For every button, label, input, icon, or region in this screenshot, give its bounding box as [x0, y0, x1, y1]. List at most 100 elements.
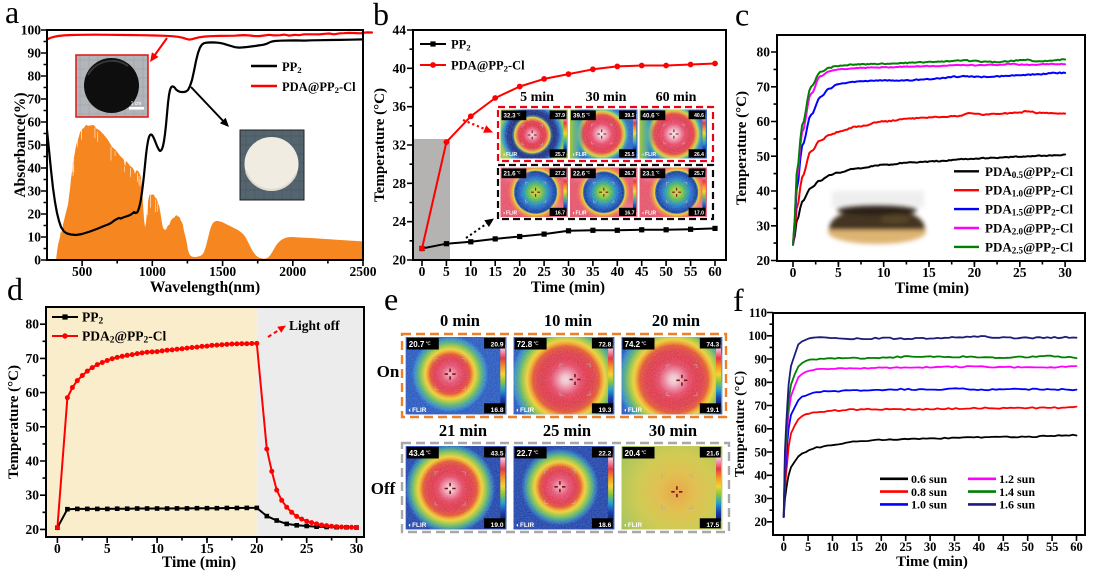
svg-text:PDA1.0@PP2-Cl: PDA1.0@PP2-Cl	[985, 183, 1073, 199]
svg-text:27.2: 27.2	[555, 171, 565, 177]
svg-text:21.6 ℃: 21.6 ℃	[504, 171, 521, 178]
svg-text:500: 500	[72, 264, 93, 279]
svg-text:PDA@PP2-Cl: PDA@PP2-Cl	[451, 59, 525, 74]
svg-text:40: 40	[755, 469, 768, 483]
svg-text:32: 32	[393, 138, 407, 153]
svg-text:24: 24	[393, 214, 407, 229]
svg-text:20: 20	[757, 253, 771, 268]
svg-text:e: e	[384, 281, 398, 317]
svg-text:80: 80	[757, 45, 771, 60]
svg-text:22.7 ℃: 22.7 ℃	[517, 449, 539, 458]
svg-text:90: 90	[755, 352, 768, 366]
svg-text:20: 20	[875, 540, 888, 554]
svg-text:PDA2.0@PP2-Cl: PDA2.0@PP2-Cl	[985, 221, 1073, 237]
svg-text:36: 36	[393, 99, 407, 114]
svg-text:50: 50	[26, 419, 40, 434]
svg-text:◐FLIR: ◐FLIR	[642, 211, 657, 217]
svg-text:40: 40	[757, 184, 771, 199]
svg-text:Light off: Light off	[289, 318, 340, 333]
svg-text:30: 30	[924, 540, 937, 554]
svg-text:25: 25	[899, 540, 912, 554]
svg-text:10: 10	[150, 541, 164, 556]
svg-text:60: 60	[26, 385, 40, 400]
svg-text:On: On	[377, 362, 400, 381]
svg-text:45: 45	[997, 540, 1010, 554]
svg-text:a: a	[5, 0, 19, 30]
svg-text:1.0 sun: 1.0 sun	[911, 498, 947, 512]
svg-text:0 min: 0 min	[440, 311, 480, 330]
svg-text:1.4 sun: 1.4 sun	[999, 485, 1035, 499]
svg-text:26.4: 26.4	[694, 152, 704, 158]
svg-text:40: 40	[28, 161, 42, 176]
svg-text:◐FLIR: ◐FLIR	[624, 522, 642, 529]
svg-text:0: 0	[54, 541, 61, 556]
svg-text:15: 15	[922, 265, 936, 280]
svg-text:0: 0	[781, 540, 787, 554]
svg-text:74.2 ℃: 74.2 ℃	[625, 340, 647, 349]
svg-text:20: 20	[393, 253, 407, 268]
svg-text:22.2: 22.2	[598, 451, 611, 458]
svg-text:100: 100	[21, 23, 42, 38]
svg-text:30 min: 30 min	[586, 90, 627, 105]
svg-text:◐FLIR: ◐FLIR	[573, 152, 588, 158]
svg-text:Time (min): Time (min)	[162, 554, 236, 571]
svg-text:60: 60	[757, 114, 771, 129]
svg-text:60: 60	[755, 422, 768, 436]
svg-text:PDA0.5@PP2-Cl: PDA0.5@PP2-Cl	[985, 164, 1073, 180]
svg-text:16.8: 16.8	[491, 407, 504, 414]
svg-text:40.6 ℃: 40.6 ℃	[643, 113, 660, 120]
svg-text:55: 55	[1046, 540, 1059, 554]
svg-text:28: 28	[393, 176, 407, 191]
svg-text:20: 20	[968, 265, 982, 280]
svg-text:15: 15	[488, 264, 502, 279]
svg-text:45: 45	[635, 264, 649, 279]
svg-text:30: 30	[757, 218, 771, 233]
svg-text:10 min: 10 min	[544, 311, 592, 330]
svg-text:20: 20	[250, 541, 264, 556]
svg-text:20: 20	[26, 522, 40, 537]
svg-text:1000: 1000	[139, 264, 166, 279]
svg-text:5 min: 5 min	[520, 90, 554, 105]
svg-text:1.6 sun: 1.6 sun	[999, 498, 1035, 512]
svg-text:19.3: 19.3	[598, 407, 611, 414]
svg-text:Time (min): Time (min)	[531, 279, 605, 296]
svg-text:Temperature (°C): Temperature (°C)	[372, 88, 388, 202]
svg-text:5: 5	[443, 264, 450, 279]
svg-text:40: 40	[393, 61, 407, 76]
svg-text:80: 80	[755, 376, 768, 390]
svg-text:5: 5	[104, 541, 111, 556]
svg-text:50: 50	[755, 445, 768, 459]
svg-text:50: 50	[659, 264, 673, 279]
svg-text:15: 15	[200, 541, 214, 556]
svg-text:0: 0	[419, 264, 426, 279]
svg-text:30: 30	[1058, 265, 1072, 280]
svg-text:20.4 ℃: 20.4 ℃	[625, 449, 647, 458]
svg-text:PDA2.5@PP2-Cl: PDA2.5@PP2-Cl	[985, 239, 1073, 255]
svg-text:20 min: 20 min	[652, 311, 700, 330]
svg-text:PDA2@PP2-Cl: PDA2@PP2-Cl	[82, 329, 166, 346]
svg-text:60 min: 60 min	[656, 90, 697, 105]
svg-text:43.5: 43.5	[491, 451, 504, 458]
svg-text:50: 50	[28, 138, 42, 153]
svg-text:50: 50	[757, 149, 771, 164]
svg-text:PP2: PP2	[282, 60, 302, 75]
svg-text:30: 30	[28, 184, 42, 199]
svg-text:43.4 ℃: 43.4 ℃	[409, 449, 431, 458]
svg-text:PP2: PP2	[451, 38, 471, 53]
svg-text:30 min: 30 min	[649, 421, 697, 440]
svg-text:30: 30	[562, 264, 576, 279]
svg-text:25: 25	[537, 264, 551, 279]
svg-text:◐FLIR: ◐FLIR	[624, 407, 642, 414]
svg-text:◐FLIR: ◐FLIR	[503, 152, 518, 158]
svg-text:70: 70	[757, 79, 771, 94]
svg-text:19.1: 19.1	[706, 407, 719, 414]
svg-text:60: 60	[708, 264, 722, 279]
svg-text:0.8 sun: 0.8 sun	[911, 485, 947, 499]
svg-text:16.7: 16.7	[625, 211, 635, 217]
svg-text:25: 25	[1013, 265, 1027, 280]
svg-text:Temperature (°C): Temperature (°C)	[734, 91, 750, 205]
svg-text:16.7: 16.7	[555, 211, 565, 217]
svg-text:5: 5	[805, 540, 811, 554]
svg-text:17.0: 17.0	[694, 211, 704, 217]
svg-text:25 min: 25 min	[543, 421, 591, 440]
